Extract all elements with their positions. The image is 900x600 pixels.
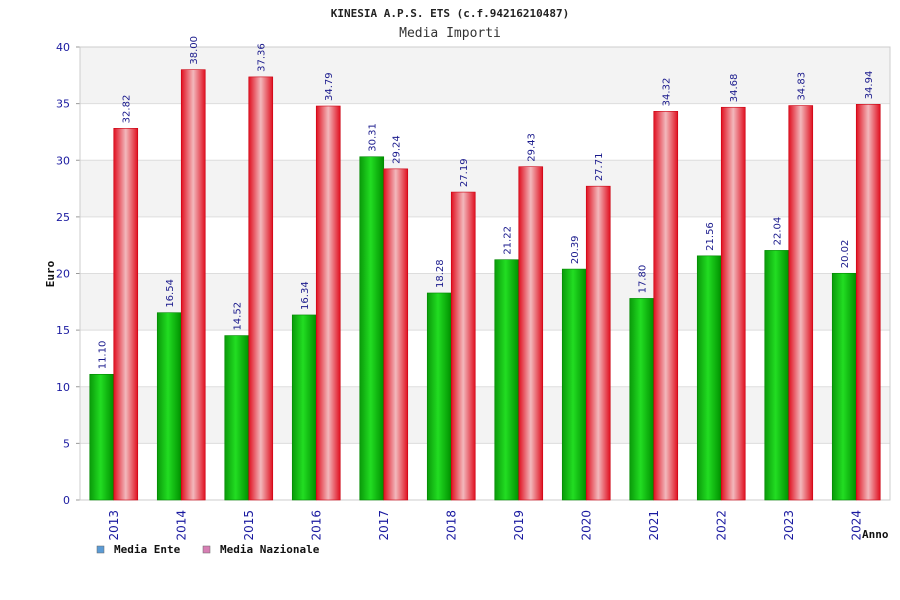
bar-media-ente (426, 292, 452, 501)
grid-band (80, 443, 890, 500)
bar-media-ente (629, 298, 655, 501)
y-tick-label: 25 (56, 211, 70, 224)
bar-media-ente (831, 272, 857, 501)
data-label: 16.34 (300, 281, 311, 310)
data-label: 34.79 (324, 72, 335, 101)
grid-band (80, 330, 890, 387)
x-tick-label: 2013 (107, 510, 121, 541)
bar-media-ente (291, 314, 317, 501)
data-label: 22.04 (773, 217, 784, 246)
y-tick-label: 20 (56, 268, 70, 281)
x-tick-label: 2023 (782, 510, 796, 541)
grid-band-shaded (80, 47, 890, 104)
bar-media-nazionale (248, 76, 274, 501)
x-tick-label: 2014 (174, 510, 188, 541)
data-label: 16.54 (165, 279, 176, 308)
data-label: 17.80 (638, 265, 649, 294)
bar-media-nazionale (180, 69, 206, 501)
data-label: 34.68 (729, 74, 740, 103)
x-tick-label: 2020 (579, 510, 593, 541)
grid-band-shaded (80, 386, 890, 444)
y-tick-label: 30 (56, 154, 70, 167)
bar-media-nazionale (720, 106, 746, 501)
bar-media-nazionale (788, 105, 814, 501)
y-tick-label: 15 (56, 324, 70, 337)
bar-media-nazionale (450, 191, 476, 501)
bar-media-nazionale (315, 105, 341, 501)
data-label: 38.00 (189, 36, 200, 65)
y-tick-label: 35 (56, 98, 70, 111)
bar-media-nazionale (518, 166, 544, 501)
data-label: 21.22 (503, 226, 514, 255)
data-label: 27.19 (459, 158, 470, 187)
legend-label: Media Ente (114, 543, 181, 556)
bar-media-ente (696, 255, 722, 501)
bar-media-ente (224, 335, 250, 501)
bar-media-nazionale (585, 185, 611, 501)
bar-media-nazionale (383, 168, 409, 501)
grid-band (80, 103, 890, 161)
plot-border (79, 46, 891, 501)
data-label: 30.31 (368, 123, 379, 152)
y-tick-label: 5 (63, 437, 70, 450)
bar-media-nazionale (855, 104, 881, 501)
bar-media-ente (561, 268, 587, 501)
x-tick-label: 2018 (444, 510, 458, 541)
data-label: 37.36 (257, 43, 268, 72)
legend-swatch (96, 545, 105, 554)
bar-media-ente (764, 250, 790, 501)
data-label: 32.82 (122, 95, 133, 124)
legend-label: Media Nazionale (220, 543, 320, 556)
data-label: 18.28 (435, 259, 446, 288)
bar-media-ente (359, 156, 385, 501)
chart-title: KINESIA A.P.S. ETS (c.f.94216210487) (331, 7, 569, 20)
y-tick-label: 0 (63, 494, 70, 507)
plot-area: 0 5 10 15 20 25 30 35 40 11.10 32.82 2013 16.54 38.00… (56, 36, 891, 541)
x-tick-label: 2024 (849, 510, 863, 541)
x-tick-label: 2022 (714, 510, 728, 541)
data-label: 11.10 (98, 341, 109, 370)
grid-band-shaded (80, 273, 890, 331)
bar-media-ente (89, 373, 115, 501)
bar-media-nazionale (113, 128, 139, 501)
x-tick-label: 2019 (512, 510, 526, 541)
y-tick-label: 40 (56, 41, 70, 54)
x-axis-title: Anno (862, 528, 889, 541)
legend-swatch (202, 545, 211, 554)
data-label: 34.83 (797, 72, 808, 101)
data-label: 27.71 (594, 153, 605, 182)
grid-band (80, 216, 890, 274)
legend: Media Ente Media Nazionale (96, 543, 320, 556)
bar-media-ente (156, 312, 182, 501)
data-label: 20.02 (840, 240, 851, 269)
y-axis-title: Euro (44, 260, 57, 287)
grid-band-shaded (80, 160, 890, 217)
data-label: 29.43 (527, 133, 538, 162)
x-tick-label: 2021 (647, 510, 661, 541)
x-tick-label: 2016 (309, 510, 323, 541)
chart-subtitle: Media Importi (399, 26, 501, 41)
data-label: 34.32 (662, 78, 673, 107)
data-label: 29.24 (392, 135, 403, 164)
y-tick-label: 10 (56, 381, 70, 394)
bar-media-nazionale (653, 111, 679, 501)
bar-media-ente (494, 259, 520, 501)
data-label: 14.52 (233, 302, 244, 331)
data-label: 21.56 (705, 222, 716, 251)
x-tick-label: 2015 (242, 510, 256, 541)
x-tick-label: 2017 (377, 510, 391, 541)
data-label: 20.39 (570, 235, 581, 264)
data-label: 34.94 (864, 71, 875, 100)
